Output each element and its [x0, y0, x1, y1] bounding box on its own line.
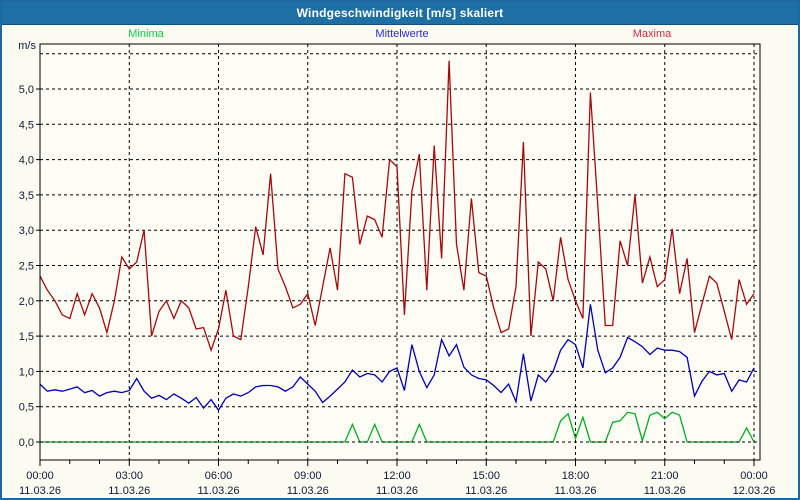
x-date-label: 11.03.26 — [19, 485, 61, 497]
series-mittelwerte-line — [39, 304, 755, 412]
y-tick-label: 4,5 — [19, 119, 34, 131]
x-date-label: 11.03.26 — [197, 485, 239, 497]
y-tick-label: 2,5 — [19, 261, 34, 273]
y-tick-label: 1,5 — [19, 331, 34, 343]
series-maxima-line — [39, 60, 755, 353]
x-axis-ticks — [39, 460, 755, 466]
legend-label-minima: Minima — [128, 28, 164, 40]
y-axis-tick-labels: 0,0 0,5 1,0 1,5 2,0 2,5 3,0 3,5 4,0 4,5 5,0 — [19, 84, 40, 449]
y-tick-label: 4,0 — [19, 155, 34, 167]
grid-horizontal — [40, 53, 760, 443]
y-tick-label: 1,0 — [19, 366, 34, 378]
legend-label-mittelwerte: Mittelwerte — [375, 28, 429, 40]
x-time-label: 18:00 — [562, 470, 590, 482]
window-title-bar: Windgeschwindigkeit [m/s] skaliert — [2, 2, 798, 25]
x-time-label: 12:00 — [383, 470, 411, 482]
x-date-label: 11.03.26 — [108, 485, 150, 497]
x-date-label: 11.03.26 — [465, 485, 507, 497]
y-tick-label: 2,0 — [19, 296, 34, 308]
x-time-label: 06:00 — [205, 470, 233, 482]
x-date-label: 11.03.26 — [554, 485, 596, 497]
y-tick-label: 0,0 — [19, 437, 34, 449]
y-tick-label: 0,5 — [19, 402, 34, 414]
x-axis-labels: 00:00 11.03.26 03:00 11.03.26 06:00 11.03.26 0… — [19, 470, 775, 497]
x-time-label: 00:00 — [26, 470, 54, 482]
legend-label-maxima: Maxima — [632, 28, 672, 40]
x-date-label: 11.03.26 — [644, 485, 686, 497]
y-tick-label: 3,5 — [19, 190, 34, 202]
window-title: Windgeschwindigkeit [m/s] skaliert — [296, 6, 504, 20]
x-date-label: 12.03.26 — [733, 485, 776, 497]
y-tick-label: 3,0 — [19, 225, 34, 237]
plot-area — [40, 44, 760, 460]
x-time-label: 00:00 — [740, 470, 768, 482]
x-time-label: 09:00 — [294, 470, 322, 482]
x-time-label: 21:00 — [651, 470, 679, 482]
y-tick-label: 5,0 — [19, 84, 34, 96]
x-time-label: 03:00 — [115, 470, 143, 482]
plot-frame — [39, 43, 761, 461]
y-axis-unit-label: m/s — [18, 40, 36, 52]
x-date-label: 11.03.26 — [376, 485, 418, 497]
x-date-label: 11.03.26 — [287, 485, 329, 497]
x-time-label: 15:00 — [472, 470, 500, 482]
